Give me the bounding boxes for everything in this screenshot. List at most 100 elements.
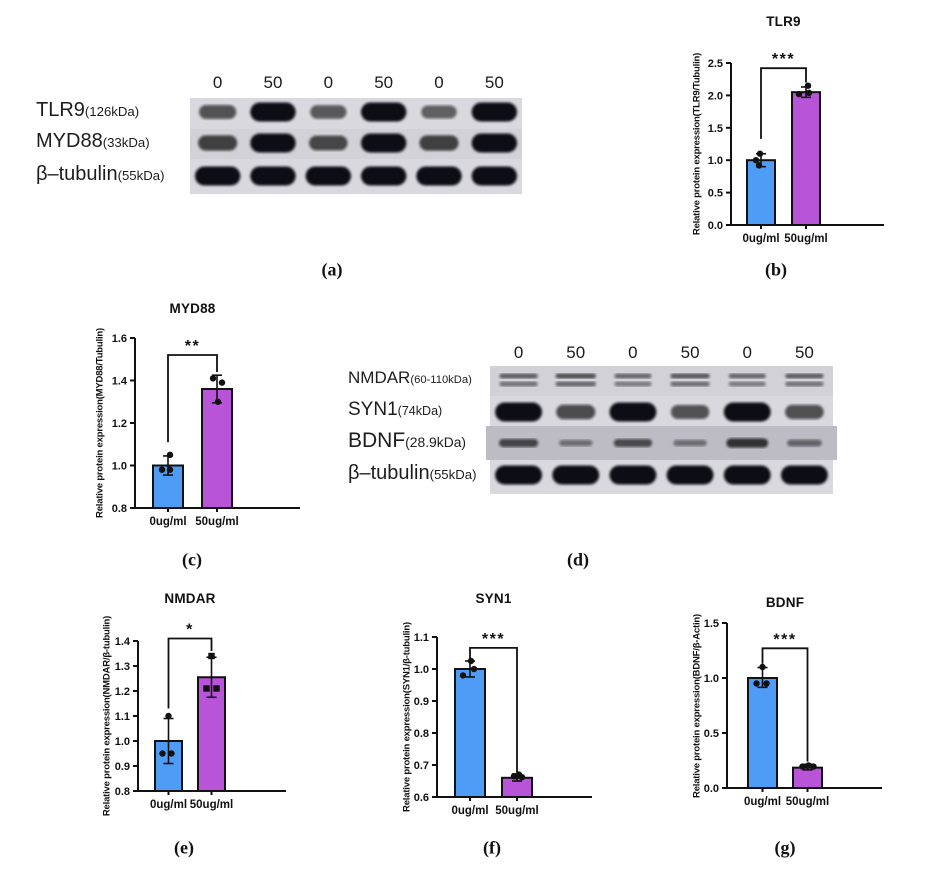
x-category-label: 0ug/ml: [451, 805, 488, 817]
protein-band-BDNF: [673, 439, 707, 447]
panel-label-a: (a): [321, 259, 343, 280]
lane-label: 50: [566, 343, 585, 362]
protein-band-SYN1: [609, 402, 657, 422]
molecular-weight: (55kDa): [117, 167, 165, 183]
data-point: [166, 451, 174, 459]
protein-band-β–tubulin: [780, 465, 828, 485]
x-category-label: 50ug/ml: [784, 233, 827, 245]
protein-name: NMDAR: [348, 368, 411, 388]
western-blot-a: 0 50 0 50 0 50 TLR9(126kDa) MYD88(33kDa) β–tubul…: [36, 73, 522, 194]
y-tick-label: 0.5: [708, 188, 723, 200]
protein-band-NMDAR: [785, 373, 824, 379]
x-category-label: 0ug/ml: [742, 233, 779, 245]
protein-band-TLR9: [250, 102, 296, 122]
data-point: [799, 763, 806, 770]
data-point: [510, 773, 518, 780]
molecular-weight: (33kDa): [102, 134, 150, 150]
membrane-strip: [190, 129, 522, 159]
y-tick-label: 1.3: [115, 661, 130, 673]
y-tick-label: 0.0: [704, 783, 719, 795]
data-point: [810, 763, 817, 770]
y-tick-label: 1.4: [115, 636, 131, 648]
data-point: [166, 466, 174, 473]
protein-band-TLR9: [199, 105, 237, 119]
data-point: [165, 712, 172, 720]
data-point: [459, 672, 467, 679]
y-tick-label: 1.6: [112, 333, 127, 345]
syn1-plot: 0.6 0.7 0.8 0.9 1.0 1.1 0ug/ml 50ug/ml ***: [414, 631, 592, 817]
bar-50ug/ml: [791, 91, 821, 226]
panel-label-d: (d): [567, 549, 589, 570]
protein-band-NMDAR: [670, 381, 710, 387]
protein-band-β–tubulin: [723, 465, 771, 485]
chart-title-tlr9: TLR9: [766, 14, 801, 29]
y-tick-label: 0.9: [414, 696, 429, 708]
membrane-strip: [486, 426, 837, 460]
blot-row-label-TLR9: TLR9(126kDa): [36, 100, 139, 120]
panel-label-c: (c): [182, 549, 202, 570]
protein-band-NMDAR: [555, 381, 596, 387]
data-point-square: [203, 685, 210, 692]
y-tick-label: 1.4: [112, 376, 128, 388]
lane-label: 50: [681, 343, 700, 362]
bdnf-plot: 0.0 0.5 1.0 1.5 0ug/ml 50ug/ml ***: [704, 618, 882, 808]
data-point: [753, 680, 760, 687]
y-tick-label: 0.5: [704, 728, 719, 740]
protein-band-NMDAR: [614, 381, 652, 387]
significance-bracket: [761, 647, 809, 762]
protein-band-NMDAR: [785, 381, 824, 387]
lane-label: 0: [514, 343, 523, 362]
bar-0ug/ml: [454, 668, 486, 798]
protein-band-SYN1: [556, 404, 596, 420]
lane-label: 0: [434, 73, 443, 92]
western-blot-d: 0 50 0 50 0 50 NMDAR(60-110kDa) SYN1(74kDa) BDNF…: [348, 343, 837, 494]
x-category-label: 0ug/ml: [149, 516, 186, 528]
protein-band-MYD88: [471, 133, 518, 153]
protein-band-TLR9: [360, 102, 407, 122]
protein-band-SYN1: [785, 404, 824, 420]
bar-50ug/ml: [792, 766, 823, 789]
lane-label: 50: [374, 73, 393, 92]
significance-bracket: [469, 646, 518, 773]
significance-bracket: [167, 354, 218, 443]
protein-band-β–tubulin: [471, 166, 518, 186]
protein-band-NMDAR: [728, 373, 766, 379]
protein-name: SYN1: [348, 399, 398, 421]
protein-band-NMDAR: [499, 373, 538, 379]
chart-syn1: SYN1 Relative protein expression(SYN1/β-…: [395, 585, 592, 874]
myd88-plot: 0.8 1.0 1.2 1.4 1.6 0ug/ml 50ug/ml **: [112, 333, 300, 528]
molecular-weight: (126kDa): [84, 103, 140, 119]
y-tick-label: 2.0: [708, 90, 723, 102]
y-tick-label: 0.8: [112, 503, 127, 515]
data-point: [159, 750, 166, 757]
lane-label: 0: [628, 343, 637, 362]
y-tick-label: 1.0: [414, 664, 429, 676]
blot-membrane: 0 50 0 50 0 50: [486, 343, 837, 494]
membrane-strip: [490, 366, 833, 396]
protein-band-β–tubulin: [194, 166, 241, 186]
significance-stars: ***: [482, 631, 505, 648]
protein-name: β–tubulin: [348, 461, 430, 484]
y-tick-label: 1.2: [115, 686, 130, 698]
protein-band-MYD88: [360, 133, 407, 153]
protein-band-NMDAR: [499, 381, 538, 387]
blot-row-label-SYN1: SYN1(74kDa): [348, 400, 442, 419]
y-tick-label: 1.0: [704, 673, 719, 685]
chart-title-syn1: SYN1: [475, 591, 512, 606]
blot-row-label-β–tubulin: β–tubulin(55kDa): [348, 463, 476, 483]
chart-title-nmdar: NMDAR: [164, 591, 216, 606]
molecular-weight: (74kDa): [397, 404, 443, 419]
x-category-label: 50ug/ml: [786, 796, 829, 808]
significance-bracket: [167, 637, 213, 709]
protein-band-BDNF: [613, 439, 653, 447]
chart-tlr9: TLR9 Relative protein expression(TLR9/Tu…: [685, 8, 884, 273]
data-point: [795, 90, 803, 98]
y-tick-label: 2.5: [708, 58, 723, 70]
x-category-label: 0ug/ml: [150, 799, 187, 811]
blot-row-label-MYD88: MYD88(33kDa): [36, 131, 150, 151]
molecular-weight: (55kDa): [429, 466, 477, 482]
protein-band-BDNF: [559, 439, 593, 447]
protein-band-NMDAR: [670, 373, 710, 379]
blot-row-label-NMDAR: NMDAR(60-110kDa): [348, 369, 472, 386]
